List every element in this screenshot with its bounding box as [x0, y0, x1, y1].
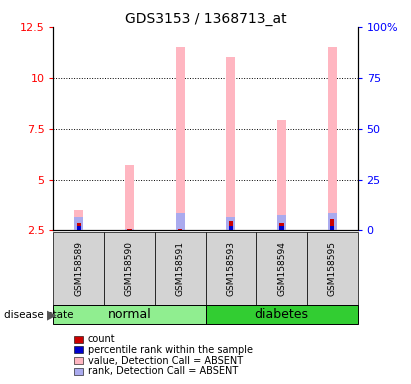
Text: disease state: disease state [4, 310, 74, 320]
Bar [77, 226, 81, 230]
Text: GSM158590: GSM158590 [125, 241, 134, 296]
Text: GSM158595: GSM158595 [328, 241, 337, 296]
Bar [125, 165, 134, 230]
Bar [77, 223, 81, 230]
Bar [127, 229, 132, 230]
Bar [74, 217, 83, 230]
Text: GSM158589: GSM158589 [74, 241, 83, 296]
Bar [279, 223, 284, 230]
Text: ▶: ▶ [47, 308, 57, 321]
Bar [226, 58, 236, 230]
Text: GSM158593: GSM158593 [226, 241, 236, 296]
Text: GSM158591: GSM158591 [175, 241, 185, 296]
Text: diabetes: diabetes [254, 308, 309, 321]
Text: rank, Detection Call = ABSENT: rank, Detection Call = ABSENT [88, 366, 238, 376]
Bar [330, 219, 334, 230]
Bar [328, 213, 337, 230]
Bar [125, 229, 134, 230]
Bar [330, 226, 334, 230]
Text: normal: normal [108, 308, 151, 321]
Bar [175, 213, 185, 230]
Text: value, Detection Call = ABSENT: value, Detection Call = ABSENT [88, 356, 243, 366]
Text: percentile rank within the sample: percentile rank within the sample [88, 345, 253, 355]
Text: count: count [88, 334, 115, 344]
Bar [226, 217, 236, 230]
Bar [175, 47, 185, 230]
Title: GDS3153 / 1368713_at: GDS3153 / 1368713_at [125, 12, 286, 26]
Bar [277, 215, 286, 230]
Bar [178, 229, 182, 230]
Bar [277, 121, 286, 230]
Bar [279, 226, 284, 230]
Text: GSM158594: GSM158594 [277, 242, 286, 296]
Bar [229, 221, 233, 230]
Bar [229, 226, 233, 230]
Bar [74, 210, 83, 230]
Bar [328, 47, 337, 230]
